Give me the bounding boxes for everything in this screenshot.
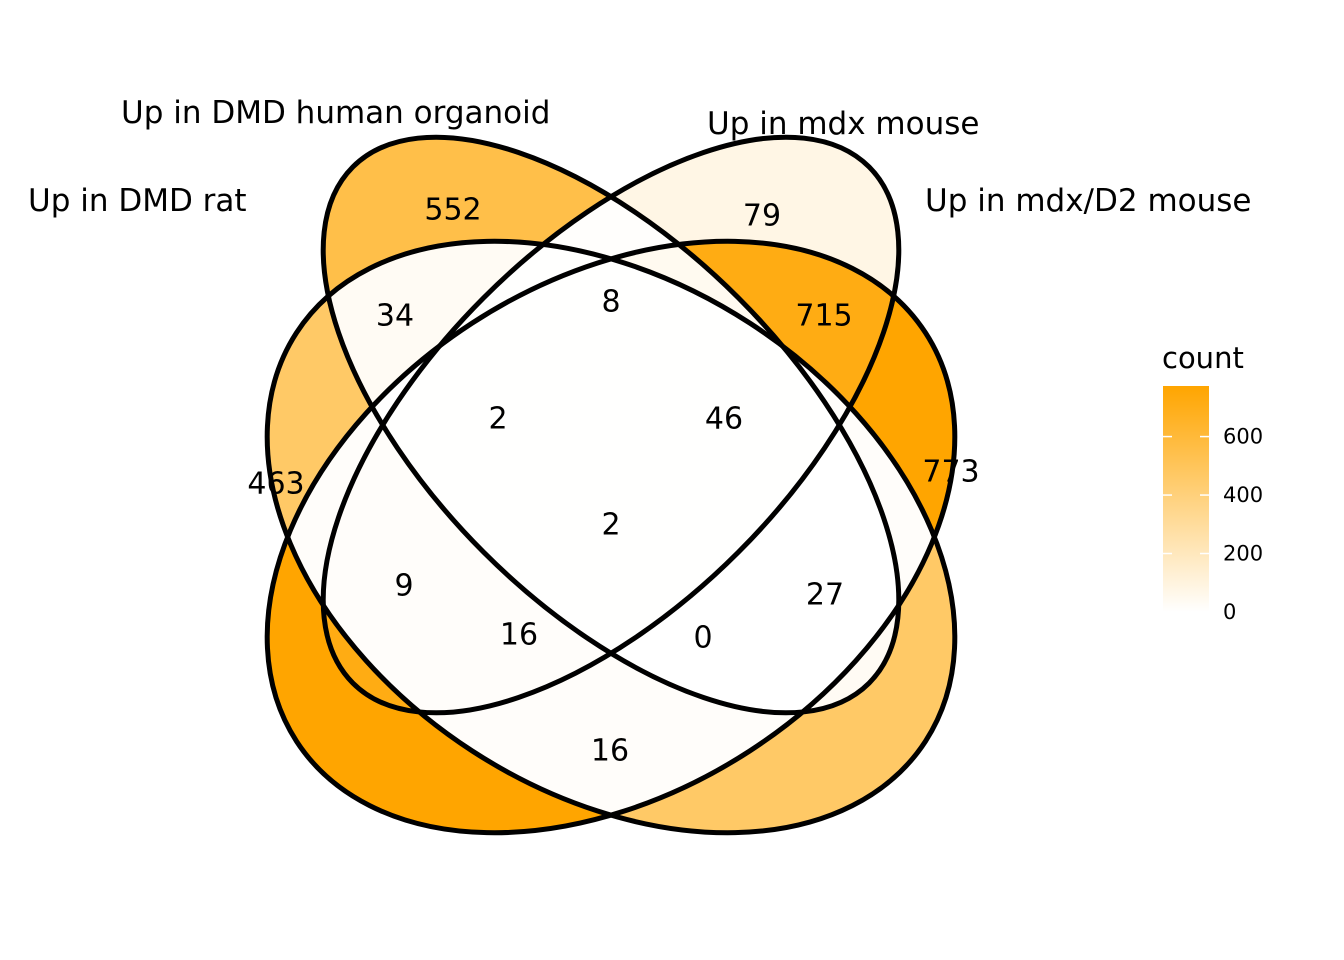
region-count-b: 552 bbox=[424, 193, 481, 228]
legend-tick-label: 0 bbox=[1223, 600, 1236, 624]
region-count-acd: 16 bbox=[500, 618, 538, 653]
set-label-dmd-human-organoid: Up in DMD human organoid bbox=[121, 95, 550, 131]
set-outline-d bbox=[264, 238, 958, 836]
region-count-a: 463 bbox=[247, 467, 304, 502]
region-count-cd: 715 bbox=[795, 299, 852, 334]
region-count-bc: 8 bbox=[601, 285, 620, 320]
region-count-ad: 16 bbox=[591, 734, 629, 769]
legend-tick-label: 200 bbox=[1223, 542, 1263, 566]
region-count-abcd: 2 bbox=[601, 508, 620, 543]
legend-colorbar bbox=[1163, 386, 1209, 612]
region-count-bd: 27 bbox=[806, 578, 844, 613]
region-count-ac: 9 bbox=[394, 569, 413, 604]
count-legend: count 0 200 400 600 bbox=[1162, 341, 1263, 624]
set-label-mdx-mouse: Up in mdx mouse bbox=[707, 106, 979, 142]
region-counts: 463 552 79 773 34 8 715 2 46 2 9 27 16 0 16 bbox=[247, 193, 979, 769]
region-count-ab: 34 bbox=[376, 299, 414, 334]
set-outline-a bbox=[264, 238, 958, 836]
set-label-dmd-rat: Up in DMD rat bbox=[28, 183, 247, 219]
legend-title: count bbox=[1162, 341, 1244, 375]
region-count-abc: 2 bbox=[488, 402, 507, 437]
set-outline-b bbox=[320, 134, 902, 716]
set-outline-c bbox=[320, 134, 902, 716]
legend-ticks: 0 200 400 600 bbox=[1163, 425, 1263, 624]
set-label-mdx-d2-mouse: Up in mdx/D2 mouse bbox=[925, 183, 1251, 219]
set-outlines bbox=[264, 134, 958, 836]
legend-tick-label: 600 bbox=[1223, 425, 1263, 449]
legend-tick-label: 400 bbox=[1223, 483, 1263, 507]
region-count-bcd: 46 bbox=[705, 402, 743, 437]
region-count-c: 79 bbox=[743, 199, 781, 234]
region-count-abd: 0 bbox=[693, 621, 712, 656]
region-count-d: 773 bbox=[922, 455, 979, 490]
